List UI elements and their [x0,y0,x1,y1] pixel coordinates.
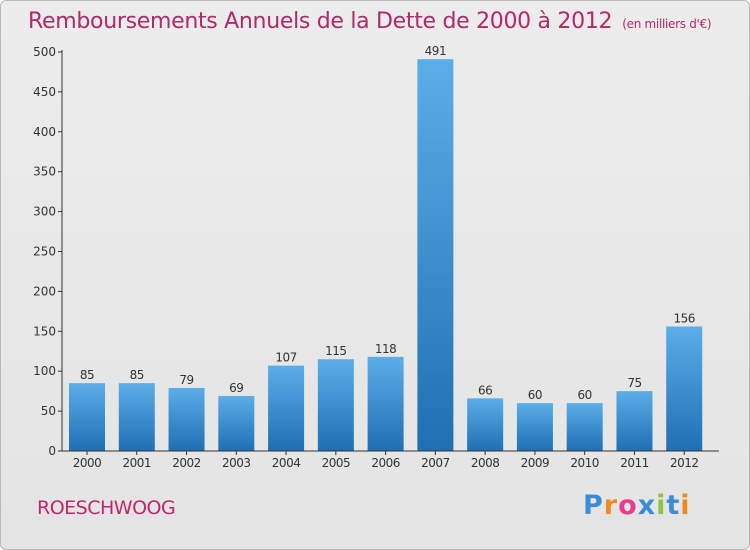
y-tick-label: 300 [33,205,56,219]
logo-letter: i [680,490,691,521]
proxiti-logo: Proxiti [583,490,691,521]
bar-value-label: 156 [674,312,695,326]
logo-letter: x [637,490,657,521]
bar-value-label: 60 [528,388,542,402]
bar-2003 [218,395,255,451]
x-tick-label: 2000 [73,456,102,470]
y-tick-label: 500 [33,45,56,59]
bar-2006 [367,356,404,451]
bar-value-label: 69 [229,381,243,395]
bar-2012 [666,326,703,451]
x-tick-label: 2008 [471,456,500,470]
bar-2007 [417,59,454,451]
x-tick-label: 2003 [222,456,251,470]
bar-2009 [516,403,553,451]
bar-value-label: 107 [275,351,296,365]
logo-letter: t [666,490,681,521]
x-tick-label: 2012 [670,456,699,470]
y-tick-label: 150 [33,324,56,338]
bar-value-label: 118 [375,342,396,356]
y-tick-label: 200 [33,284,56,298]
logo-letter: o [618,490,638,521]
bar-2004 [268,365,305,451]
title-text: Remboursements Annuels de la Dette de 20… [28,9,613,34]
y-tick-label: 400 [33,125,56,139]
logo-letter: r [603,490,619,521]
x-tick-label: 2006 [371,456,400,470]
bar-2011 [616,391,653,451]
bar-value-label: 75 [627,376,641,390]
commune-name: ROESCHWOOG [37,497,176,519]
x-tick-label: 2001 [122,456,151,470]
bar-value-label: 79 [179,373,193,387]
y-tick-label: 0 [48,444,56,458]
unit-note: (en milliers d'€) [622,17,712,31]
bar-2008 [467,398,504,451]
bar-2000 [69,383,105,451]
x-tick-label: 2004 [272,456,301,470]
bar-value-label: 85 [80,368,94,382]
bar-2001 [118,383,155,451]
x-tick-label: 2005 [322,456,351,470]
bars: 85 85 79 69 107 115 118 491 66 60 60 75 156 [69,44,703,451]
x-tick-label: 2010 [570,456,599,470]
y-tick-label: 350 [33,165,56,179]
y-axis: 0 50 100 150 200 250 300 350 400 450 500 [33,45,63,458]
logo-letter: i [656,490,667,521]
y-tick-label: 250 [33,245,56,259]
bar-value-label: 85 [130,368,144,382]
bar-2010 [566,403,603,451]
y-tick-label: 50 [41,404,56,418]
logo-letter: P [583,490,604,521]
bar-value-label: 66 [478,383,492,397]
x-tick-label: 2011 [620,456,649,470]
x-tick-label: 2009 [521,456,550,470]
x-tick-label: 2007 [421,456,450,470]
chart-title: Remboursements Annuels de la Dette de 20… [28,9,712,34]
bar-2005 [317,359,354,451]
x-axis: 2000 2001 2002 2003 2004 2005 2006 2007 2008 2009… [62,450,719,470]
bar-2002 [168,387,205,451]
bar-value-label: 60 [578,388,592,402]
y-tick-label: 450 [33,85,56,99]
y-tick-label: 100 [33,364,56,378]
x-tick-label: 2002 [172,456,201,470]
bar-value-label: 491 [425,44,446,58]
bar-value-label: 115 [325,344,346,358]
